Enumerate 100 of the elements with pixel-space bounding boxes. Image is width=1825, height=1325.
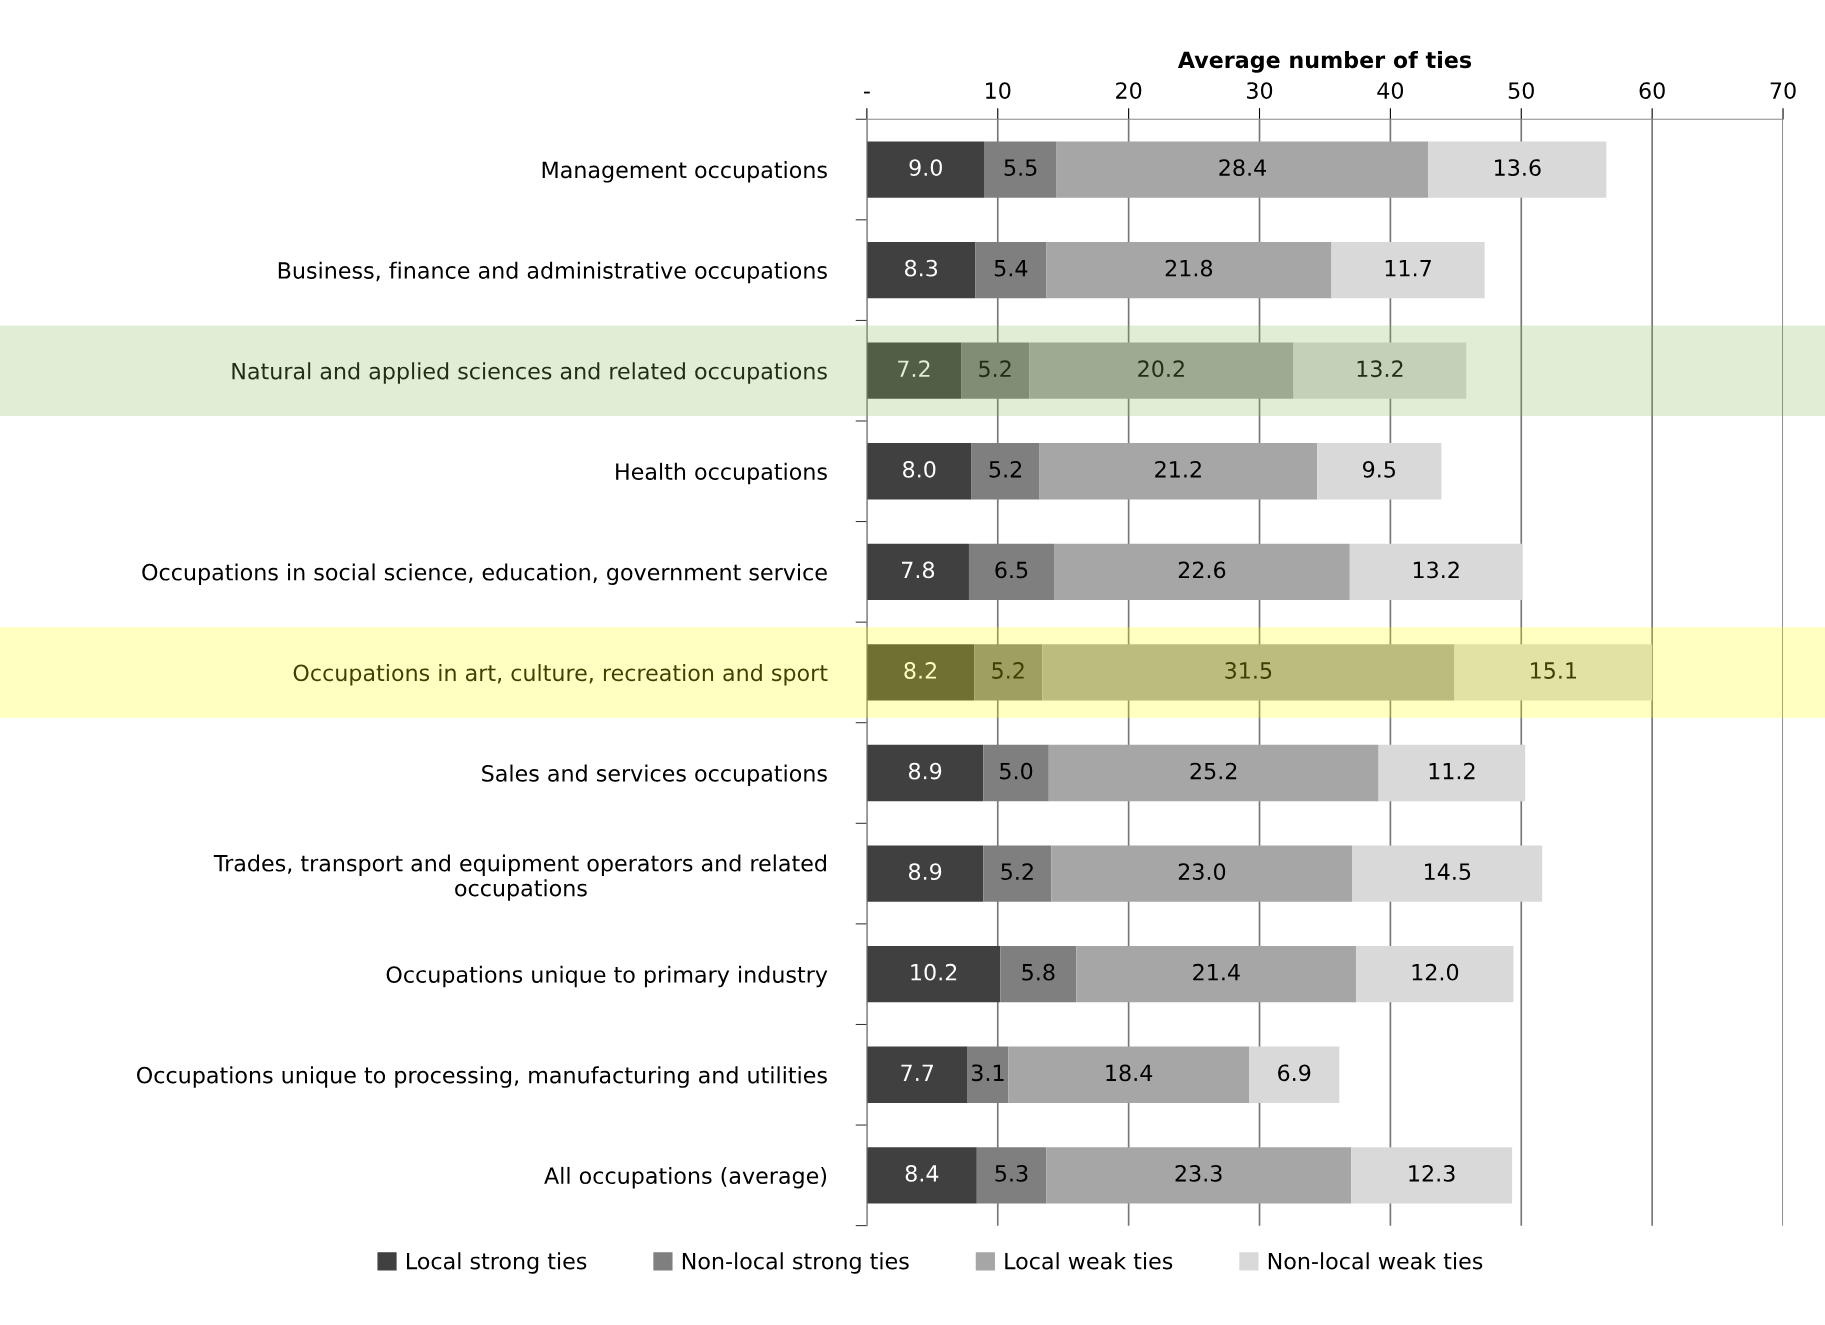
bar <box>1351 1147 1513 1204</box>
data-label: 6.5 <box>995 561 1028 579</box>
data-label: 21.2 <box>1155 460 1201 478</box>
y-tick-label: Occupations in social science, education, government service <box>142 563 827 585</box>
data-label: 8.3 <box>905 259 938 277</box>
bar <box>1039 443 1318 500</box>
bar <box>1029 342 1294 399</box>
bar <box>1056 141 1429 198</box>
data-label: 5.2 <box>1001 863 1033 881</box>
bar <box>866 1046 968 1103</box>
y-tick-label: Trades, transport and equipment operators and related occupations <box>213 854 826 901</box>
x-tick-label: 40 <box>1377 82 1404 99</box>
data-label: 23.0 <box>1178 863 1226 881</box>
bar <box>866 141 985 198</box>
data-label: 13.2 <box>1357 360 1403 378</box>
bar <box>1076 946 1357 1003</box>
data-label: 5.0 <box>1000 762 1033 780</box>
bar <box>1352 845 1543 902</box>
data-label: 5.2 <box>989 460 1022 478</box>
data-label: 5.2 <box>979 360 1011 378</box>
bar <box>1356 946 1514 1003</box>
bar <box>866 644 975 701</box>
y-tick-label: Occupations unique to primary industry <box>386 965 828 988</box>
data-label: 5.5 <box>1004 159 1037 176</box>
bar <box>1249 1046 1340 1103</box>
bar <box>866 241 976 299</box>
data-label: 7.2 <box>898 360 930 377</box>
data-label: 18.4 <box>1106 1064 1153 1082</box>
data-label: 5.3 <box>995 1164 1028 1182</box>
bar <box>1378 744 1526 802</box>
data-label: 8.0 <box>903 460 936 478</box>
bar <box>1331 241 1485 299</box>
data-label: 13.2 <box>1413 561 1459 579</box>
data-label: 31.5 <box>1225 662 1272 679</box>
y-tick-label: Natural and applied sciences and related occupations <box>232 362 827 384</box>
bar <box>1054 543 1350 601</box>
bar <box>866 543 969 601</box>
bar <box>1008 1046 1250 1103</box>
x-tick-label: 50 <box>1508 82 1534 99</box>
data-label: 9.5 <box>1362 460 1395 478</box>
data-label: 12.3 <box>1409 1164 1455 1182</box>
bar <box>866 845 984 902</box>
x-tick-label: - <box>863 91 870 94</box>
y-tick-label: Occupations unique to processing, manufacturing and utilities <box>137 1066 827 1088</box>
data-label: 10.2 <box>911 963 957 981</box>
data-label: 8.2 <box>904 662 936 679</box>
bar <box>1454 644 1653 701</box>
bar <box>1046 1147 1352 1204</box>
data-label: 3.1 <box>971 1064 1004 1082</box>
y-tick-label: Business, finance and administrative occupations <box>278 261 827 284</box>
bar <box>1046 241 1332 299</box>
bar <box>1000 946 1077 1003</box>
data-label: 6.9 <box>1278 1064 1311 1082</box>
data-label: 28.4 <box>1219 159 1266 176</box>
data-label: 14.5 <box>1425 863 1471 881</box>
data-label: 21.8 <box>1165 259 1213 277</box>
bar <box>1293 342 1467 399</box>
data-label: 8.9 <box>908 863 942 881</box>
data-label: 5.2 <box>992 662 1024 679</box>
data-label: 8.9 <box>908 762 942 780</box>
bar <box>1042 644 1455 701</box>
x-tick-label: 70 <box>1770 82 1796 99</box>
bar <box>1317 443 1442 500</box>
data-label: 15.1 <box>1531 662 1577 679</box>
bar <box>1349 543 1523 601</box>
legend-label: Local weak ties <box>1005 1252 1173 1270</box>
bar <box>866 946 1001 1003</box>
data-label: 5.8 <box>1022 963 1055 981</box>
data-label: 7.8 <box>902 561 935 579</box>
bar <box>1428 141 1607 198</box>
bar <box>866 1147 977 1204</box>
x-tick-label: 20 <box>1116 82 1142 99</box>
data-label: 22.6 <box>1178 561 1226 579</box>
bar <box>866 744 984 802</box>
bar <box>1051 845 1353 902</box>
data-label: 23.3 <box>1175 1164 1222 1182</box>
data-label: 25.2 <box>1190 762 1237 780</box>
bar <box>866 342 962 399</box>
x-axis-title: Average number of ties <box>1177 51 1472 73</box>
data-label: 9.0 <box>909 159 942 176</box>
data-label: 11.2 <box>1429 762 1475 780</box>
legend-label: Non-local weak ties <box>1268 1252 1483 1270</box>
data-label: 20.2 <box>1138 360 1184 378</box>
y-tick-label: All occupations (average) <box>544 1166 827 1189</box>
data-label: 7.7 <box>901 1064 934 1081</box>
data-label: 12.0 <box>1412 963 1459 981</box>
legend-label: Non-local strong ties <box>682 1252 909 1274</box>
x-tick-label: 10 <box>986 82 1011 99</box>
data-label: 5.4 <box>994 260 1028 277</box>
y-tick-label: Health occupations <box>616 462 827 485</box>
data-label: 11.7 <box>1385 260 1431 277</box>
legend-label: Local strong ties <box>406 1252 587 1274</box>
data-label: 13.6 <box>1495 159 1541 176</box>
bar <box>1048 744 1379 802</box>
y-tick-label: Management occupations <box>542 161 827 183</box>
x-tick-label: 60 <box>1639 82 1665 99</box>
bar <box>866 443 972 500</box>
x-tick-label: 30 <box>1247 82 1273 99</box>
data-label: 21.4 <box>1193 963 1240 981</box>
y-tick-label: Sales and services occupations <box>482 764 827 787</box>
